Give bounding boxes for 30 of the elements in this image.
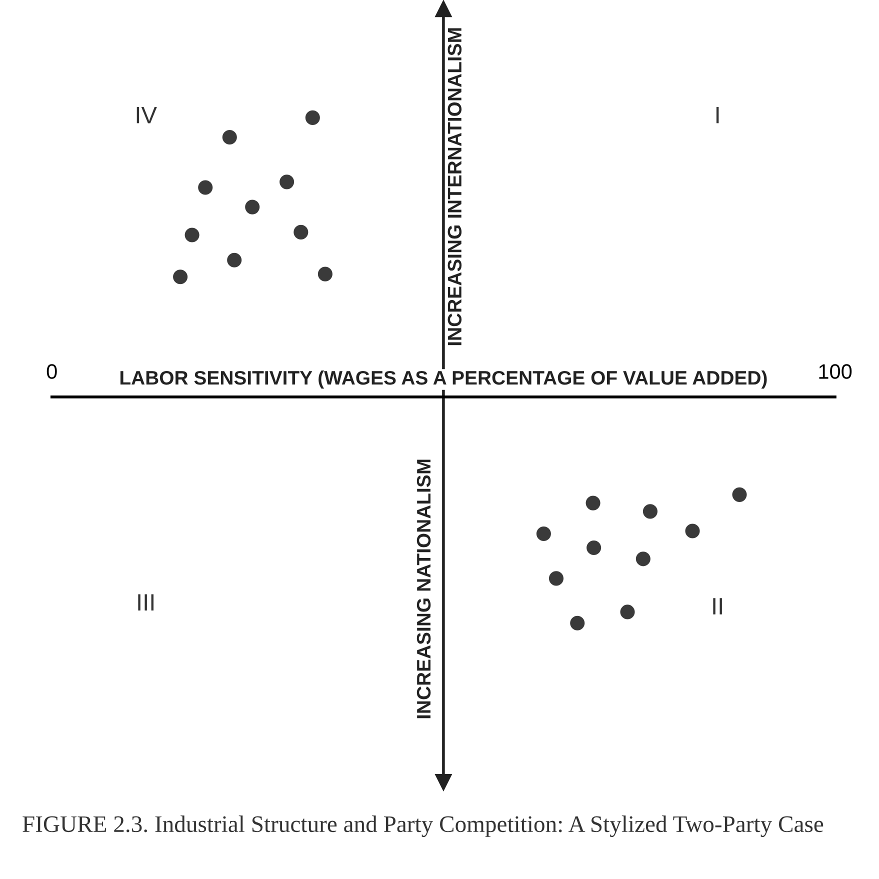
annotation: IV — [136, 106, 157, 124]
point — [586, 540, 602, 556]
point — [280, 174, 294, 190]
point — [636, 552, 650, 566]
point — [294, 224, 308, 240]
text: FIGURE 2.3. Industrial Structure and Party Competition: A Stylized Two-Party Case — [22, 816, 824, 837]
point — [548, 571, 564, 586]
point — [222, 130, 237, 145]
point — [620, 604, 635, 620]
point — [732, 487, 747, 502]
point — [318, 266, 332, 282]
annotation: INCREASING NATIONALISM — [416, 460, 431, 718]
annotation: I — [716, 106, 719, 124]
point — [245, 200, 260, 214]
point — [642, 504, 658, 519]
annotation: II — [713, 598, 722, 614]
point — [570, 616, 585, 630]
point — [586, 496, 600, 510]
point — [184, 228, 200, 242]
x-tick-label: 100 — [819, 364, 852, 379]
point — [305, 110, 320, 125]
x-tick-label: 0 — [46, 364, 57, 379]
point — [536, 526, 551, 542]
x-axis-title: LABOR SENSITIVITY (WAGES AS A PERCENTAGE OF VALUE ADDED) — [120, 370, 767, 389]
point — [685, 524, 700, 538]
y-axis-title: INCREASING INTERNATIONALISM — [448, 28, 462, 346]
annotation: III — [138, 594, 154, 611]
point — [198, 180, 213, 195]
point — [173, 270, 188, 284]
point — [227, 252, 242, 268]
